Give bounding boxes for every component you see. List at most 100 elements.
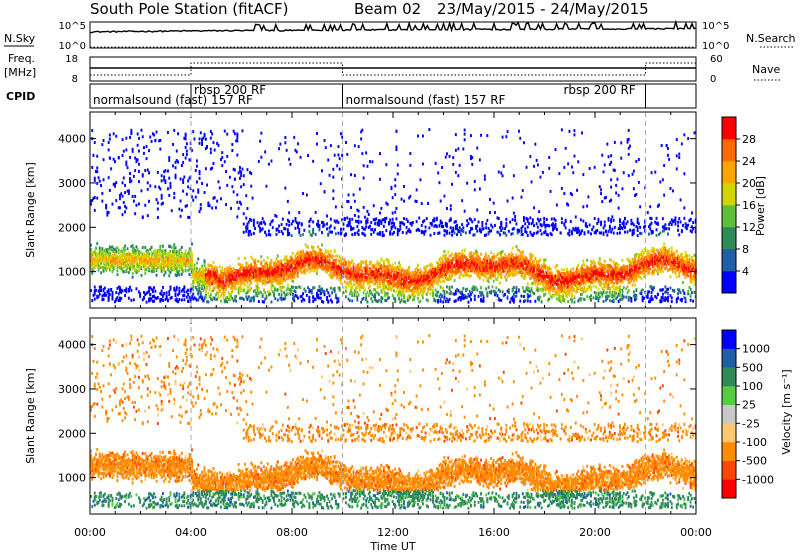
- power-cell: [366, 164, 369, 168]
- power-cell: [110, 167, 113, 171]
- power-cell: [168, 260, 171, 263]
- power-cell: [121, 267, 124, 271]
- cpid-label: CPID: [6, 90, 35, 103]
- power-cell: [199, 279, 202, 282]
- power-cell: [326, 222, 328, 226]
- power-cell: [126, 247, 129, 251]
- power-cell: [208, 204, 211, 208]
- power-cell: [143, 253, 145, 257]
- power-cell: [164, 256, 167, 260]
- power-cell: [141, 246, 144, 249]
- power-cell: [228, 175, 231, 179]
- power-cell: [178, 261, 181, 265]
- power-cell: [268, 162, 270, 166]
- power-cell: [271, 226, 274, 230]
- power-cell: [419, 178, 422, 182]
- power-cell: [180, 262, 183, 266]
- power-cell: [191, 259, 193, 262]
- power-cell: [163, 249, 166, 253]
- power-cell: [388, 259, 390, 263]
- power-cell: [323, 139, 326, 142]
- power-cell: [211, 298, 214, 302]
- power-cell: [204, 137, 207, 141]
- power-cell: [256, 221, 259, 225]
- power-cell: [90, 250, 92, 254]
- power-cell: [167, 263, 169, 267]
- power-cell: [160, 250, 163, 253]
- power-cell: [222, 276, 225, 280]
- power-cell: [334, 258, 337, 262]
- power-cell: [394, 193, 397, 196]
- power-cell: [305, 268, 308, 272]
- power-cell: [283, 285, 286, 289]
- power-cell: [187, 288, 190, 292]
- power-cell: [172, 254, 174, 257]
- power-cell: [411, 221, 414, 225]
- power-cell: [187, 299, 190, 303]
- power-cell: [121, 255, 124, 259]
- cpid-segment-label: normalsound (fast) 157 RF: [93, 93, 253, 107]
- power-cell: [141, 260, 144, 264]
- power-cell: [231, 286, 234, 290]
- power-cell: [187, 251, 190, 255]
- power-cell: [391, 211, 394, 215]
- power-cell: [158, 260, 161, 264]
- power-cell: [204, 147, 207, 151]
- power-cell: [216, 279, 219, 283]
- power-cell: [134, 259, 137, 263]
- power-cell: [115, 291, 118, 294]
- power-cell: [218, 280, 221, 284]
- power-cell: [188, 247, 191, 251]
- power-cell: [351, 259, 354, 263]
- power-cell: [208, 284, 211, 288]
- power-cell: [148, 199, 150, 203]
- power-cell: [204, 290, 207, 294]
- power-cell: [226, 132, 229, 136]
- power-cell: [105, 203, 108, 207]
- power-cell: [194, 267, 197, 270]
- power-cell: [223, 298, 226, 302]
- power-cell: [156, 266, 159, 270]
- power-cell: [124, 210, 126, 214]
- power-cell: [122, 251, 125, 255]
- power-cell: [212, 141, 215, 145]
- power-cell: [417, 134, 419, 138]
- power-cell: [324, 146, 327, 150]
- power-cell: [179, 257, 182, 261]
- power-cell: [409, 152, 412, 155]
- power-cell: [372, 204, 375, 208]
- power-cell: [129, 285, 131, 289]
- nsearch-tick-lo: 10^0: [702, 41, 729, 52]
- power-cell: [347, 284, 350, 287]
- power-cell: [255, 263, 258, 267]
- power-cell: [261, 217, 264, 221]
- power-cell: [101, 247, 104, 251]
- power-cell: [217, 282, 220, 286]
- power-cell: [140, 260, 143, 264]
- power-cell: [327, 291, 330, 295]
- power-cell: [149, 293, 152, 297]
- power-cell: [108, 188, 111, 192]
- power-cell: [173, 260, 176, 264]
- power-cell: [101, 266, 104, 270]
- power-cell: [201, 143, 203, 146]
- power-cell: [156, 249, 159, 253]
- power-cell: [183, 294, 186, 298]
- power-cell: [284, 227, 287, 231]
- power-cell: [298, 230, 301, 234]
- power-cell: [91, 165, 94, 169]
- power-cell: [126, 254, 129, 258]
- power-cell: [102, 254, 105, 258]
- power-cell: [179, 248, 182, 252]
- power-cell: [390, 187, 393, 191]
- power-cell: [141, 258, 144, 262]
- power-cell: [236, 133, 239, 137]
- power-cell: [313, 269, 316, 273]
- power-cell: [213, 281, 216, 285]
- power-cell: [316, 142, 318, 146]
- power-cell: [97, 289, 100, 293]
- power-cell: [151, 261, 154, 265]
- power-cell: [396, 172, 399, 176]
- power-cell: [264, 230, 267, 234]
- power-cell: [153, 269, 155, 273]
